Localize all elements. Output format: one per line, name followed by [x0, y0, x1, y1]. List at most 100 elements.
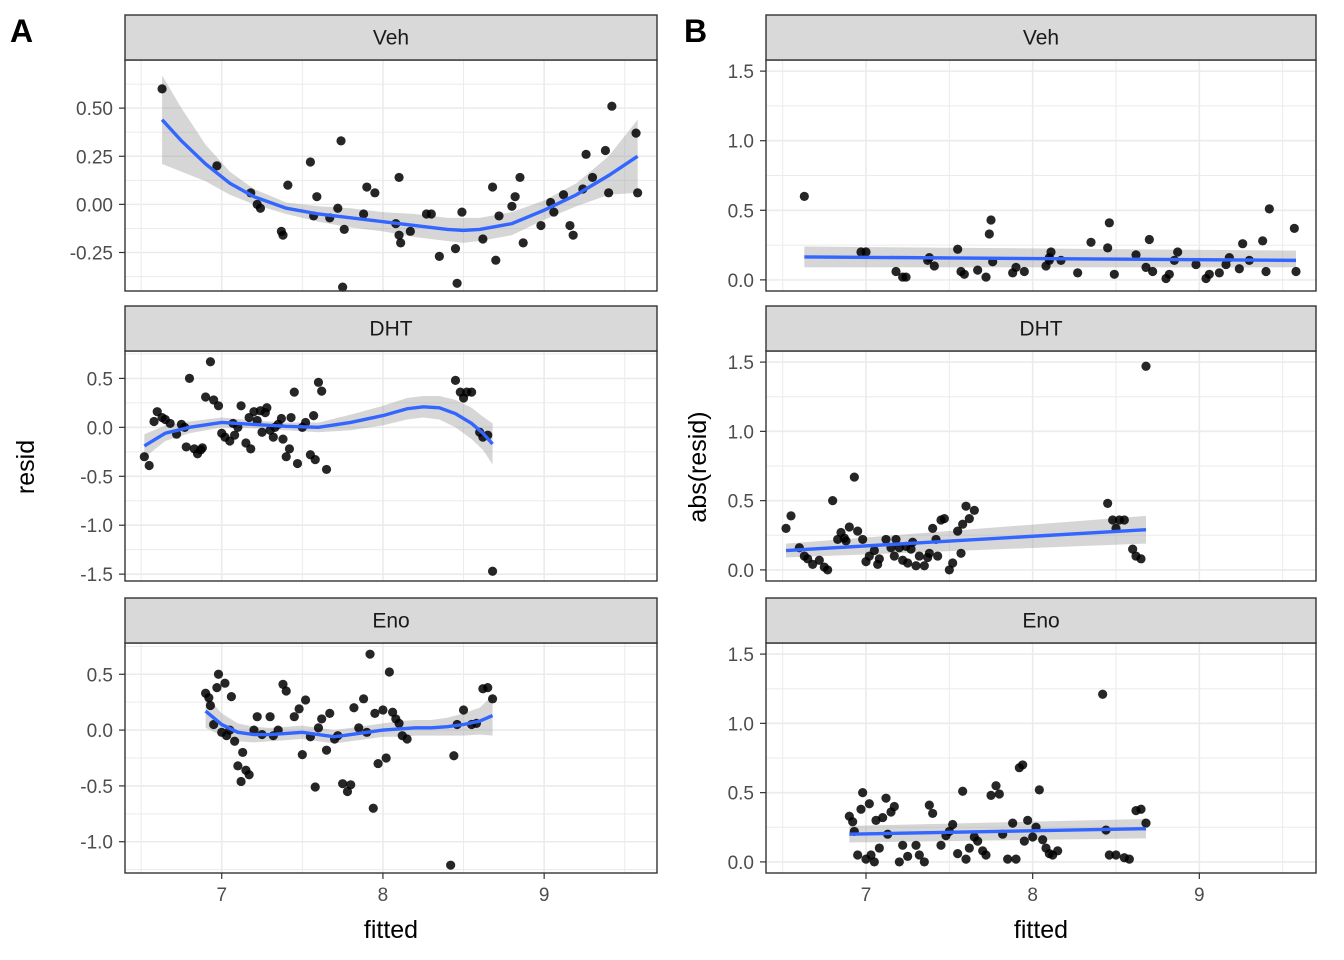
data-point	[973, 836, 983, 846]
data-point	[864, 799, 874, 809]
data-point	[1258, 236, 1268, 246]
data-point	[814, 555, 824, 565]
data-point	[891, 266, 901, 277]
data-point	[317, 386, 327, 396]
data-point	[1098, 689, 1108, 699]
y-tick-label: 1.5	[728, 353, 754, 374]
data-point	[483, 683, 493, 693]
data-point	[1144, 234, 1154, 245]
y-tick-label: 0.0	[728, 853, 754, 874]
data-point	[450, 244, 461, 254]
data-point	[1003, 854, 1013, 864]
data-point	[1073, 268, 1083, 278]
data-point	[828, 496, 838, 506]
data-point	[991, 781, 1001, 791]
data-point	[209, 719, 219, 730]
data-point	[310, 782, 320, 792]
data-point	[452, 278, 462, 288]
data-point	[903, 851, 913, 861]
data-point	[848, 817, 858, 827]
data-point	[1019, 836, 1029, 846]
data-point	[518, 238, 528, 248]
data-point	[911, 561, 921, 571]
data-point	[184, 373, 195, 384]
data-point	[786, 511, 796, 521]
data-point	[204, 693, 214, 703]
data-point	[338, 779, 348, 789]
y-tick-label: 0.0	[87, 418, 113, 439]
data-point	[964, 843, 974, 853]
facet-label: DHT	[369, 318, 412, 341]
data-point	[928, 523, 938, 533]
data-point	[607, 101, 617, 111]
data-point	[869, 545, 879, 556]
data-point	[450, 375, 461, 385]
data-point	[874, 554, 884, 564]
data-point	[281, 686, 291, 696]
data-point	[378, 705, 388, 715]
data-point	[510, 192, 520, 202]
x-tick-label: 7	[216, 885, 227, 906]
y-tick-label: 0.5	[87, 369, 113, 390]
data-point	[368, 803, 378, 813]
y-tick-label: -1.0	[80, 833, 113, 854]
y-tick-label: 0.0	[728, 271, 754, 292]
data-point	[849, 472, 859, 482]
data-point	[587, 172, 598, 183]
y-tick-label: 0.0	[728, 561, 754, 582]
x-axis-title: fitted	[364, 916, 418, 944]
data-point	[898, 840, 908, 850]
data-point	[853, 850, 863, 860]
data-point	[1038, 835, 1048, 845]
facet-dht-b: DHT 0.0 0.5 1.0 1.5	[728, 305, 1317, 582]
data-point	[1141, 262, 1151, 272]
data-point	[1111, 850, 1121, 860]
data-point	[321, 464, 332, 475]
data-point	[1221, 259, 1231, 270]
data-point	[844, 522, 854, 532]
data-point	[201, 392, 211, 402]
data-point	[205, 357, 216, 367]
data-point	[300, 417, 311, 428]
data-point	[914, 850, 924, 860]
data-point	[349, 703, 359, 713]
data-point	[1238, 239, 1248, 249]
data-point	[381, 753, 391, 763]
data-point	[1214, 268, 1224, 278]
data-point	[856, 804, 866, 814]
data-point	[1103, 243, 1113, 253]
data-point	[881, 793, 891, 803]
panel-background	[125, 351, 657, 581]
data-point	[487, 182, 498, 192]
data-point	[396, 238, 406, 248]
data-point	[823, 565, 833, 575]
x-tick-label: 7	[861, 885, 872, 906]
data-point	[1104, 850, 1114, 860]
data-point	[881, 534, 891, 545]
data-point	[889, 801, 899, 812]
data-point	[321, 745, 332, 755]
data-point	[265, 712, 275, 722]
data-point	[986, 790, 996, 801]
data-point	[262, 403, 272, 413]
data-point	[434, 251, 444, 261]
facet-strip	[765, 597, 1317, 644]
data-point	[213, 669, 224, 679]
data-point	[197, 443, 207, 453]
data-point	[633, 188, 643, 198]
facet-veh-b: Veh 0.0 0.5 1.0 1.5	[728, 14, 1317, 292]
data-point	[901, 272, 911, 282]
data-point	[1018, 760, 1028, 770]
facet-strip	[124, 597, 658, 644]
data-point	[297, 750, 307, 760]
data-point	[491, 255, 501, 265]
data-point	[858, 534, 868, 545]
data-point	[362, 182, 372, 192]
data-point	[255, 203, 266, 213]
data-point	[604, 188, 614, 198]
data-point	[924, 800, 934, 810]
facet-label: Veh	[1023, 27, 1059, 50]
data-point	[861, 247, 871, 257]
data-point	[249, 725, 259, 735]
data-point	[919, 561, 929, 571]
